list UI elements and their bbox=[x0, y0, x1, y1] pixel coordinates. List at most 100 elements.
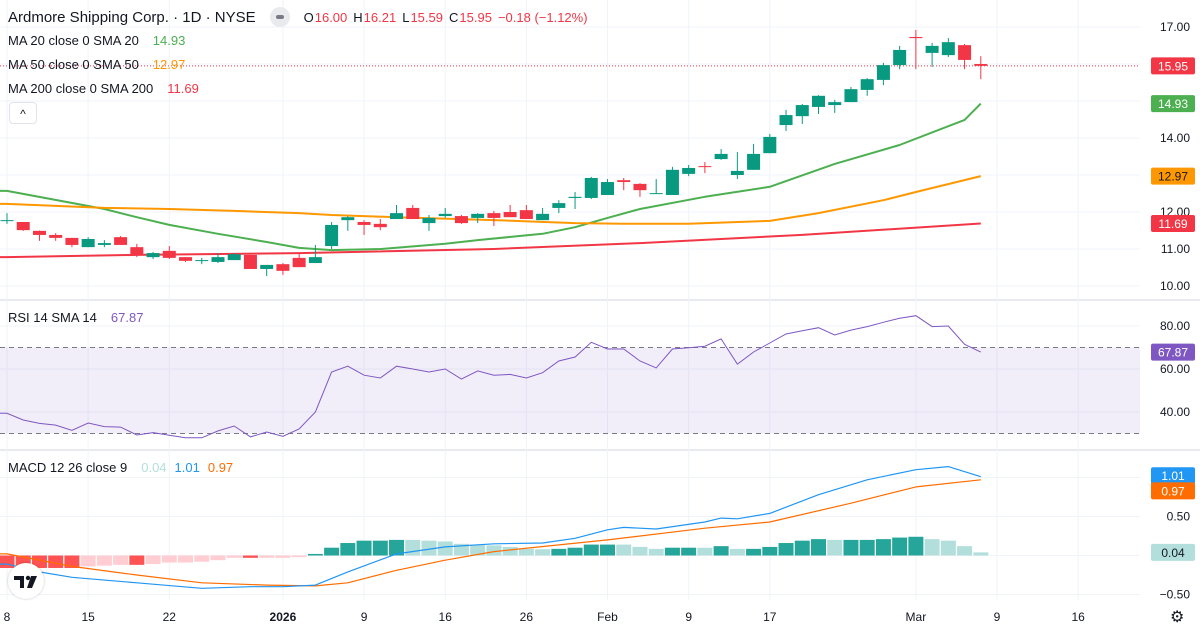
candle[interactable] bbox=[130, 243, 144, 258]
candle[interactable] bbox=[487, 210, 501, 227]
candle[interactable] bbox=[536, 207, 550, 221]
candle[interactable] bbox=[308, 244, 322, 264]
candle[interactable] bbox=[747, 143, 761, 170]
candle[interactable] bbox=[276, 263, 290, 275]
candle-body bbox=[941, 42, 955, 56]
candle[interactable] bbox=[227, 253, 241, 261]
candle[interactable] bbox=[909, 29, 923, 70]
candle[interactable] bbox=[406, 204, 420, 220]
candle[interactable] bbox=[633, 183, 647, 197]
candle[interactable] bbox=[454, 214, 468, 224]
settings-gear-icon[interactable]: ⚙ bbox=[1170, 609, 1185, 626]
candle[interactable] bbox=[0, 213, 14, 224]
candle[interactable] bbox=[519, 204, 533, 220]
candle[interactable] bbox=[16, 221, 30, 231]
price-tag[interactable]: 11.69 bbox=[1151, 214, 1195, 232]
candle[interactable] bbox=[974, 56, 988, 80]
candle[interactable] bbox=[211, 253, 225, 264]
candle[interactable] bbox=[876, 62, 890, 86]
macd-line bbox=[0, 466, 981, 589]
candle[interactable] bbox=[763, 133, 777, 154]
candle[interactable] bbox=[422, 214, 436, 231]
candle-body bbox=[292, 257, 306, 268]
candle[interactable] bbox=[146, 251, 160, 259]
candle[interactable] bbox=[568, 192, 582, 210]
candle[interactable] bbox=[341, 216, 355, 231]
macd-histogram-bar bbox=[210, 555, 226, 561]
candle[interactable] bbox=[97, 240, 111, 248]
candle[interactable] bbox=[49, 233, 63, 241]
candle[interactable] bbox=[958, 44, 972, 70]
candle[interactable] bbox=[779, 109, 793, 131]
candle[interactable] bbox=[682, 165, 696, 177]
rsi-axis-label: 40.00 bbox=[1160, 405, 1190, 419]
macd-histogram-bar bbox=[437, 541, 453, 556]
legend-rsi[interactable]: RSI 14 SMA 14 67.87 bbox=[8, 310, 143, 325]
candle[interactable] bbox=[65, 237, 79, 248]
time-axis-label: 17 bbox=[763, 610, 777, 624]
legend-ma200[interactable]: MA 200 close 0 SMA 200 11.69 bbox=[8, 81, 199, 96]
macd-tag[interactable]: 1.01 bbox=[1151, 467, 1195, 485]
candle[interactable] bbox=[649, 179, 663, 195]
candle[interactable] bbox=[179, 257, 193, 262]
price-tag[interactable]: 14.93 bbox=[1151, 95, 1195, 113]
candle[interactable] bbox=[893, 45, 907, 70]
candle[interactable] bbox=[844, 86, 858, 103]
candle[interactable] bbox=[925, 42, 939, 67]
legend-ma50[interactable]: MA 50 close 0 SMA 50 12.97 bbox=[8, 57, 185, 72]
candle[interactable] bbox=[714, 149, 728, 160]
candle[interactable] bbox=[941, 38, 955, 57]
macd-histogram-bar bbox=[113, 555, 129, 565]
tradingview-logo[interactable] bbox=[8, 563, 44, 599]
legend-ma20[interactable]: MA 20 close 0 SMA 20 14.93 bbox=[8, 33, 185, 48]
legend-macd[interactable]: MACD 12 26 close 9 0.04 1.01 0.97 bbox=[8, 460, 233, 475]
market-status-icon[interactable] bbox=[269, 7, 290, 27]
macd-axis-label: −0.50 bbox=[1160, 588, 1191, 602]
price-tag-text: 14.93 bbox=[1158, 97, 1188, 111]
candle[interactable] bbox=[471, 213, 485, 224]
candle[interactable] bbox=[552, 200, 566, 214]
candle[interactable] bbox=[665, 166, 679, 195]
collapse-legend-button[interactable]: ^ bbox=[9, 102, 37, 124]
macd-histogram-bar bbox=[470, 544, 486, 556]
candle[interactable] bbox=[357, 220, 371, 235]
macd-histogram-bar bbox=[697, 547, 713, 556]
symbol-title[interactable]: Ardmore Shipping Corp. · 1D · NYSE bbox=[8, 8, 256, 26]
candle[interactable] bbox=[795, 103, 809, 124]
price-tag[interactable]: 12.97 bbox=[1151, 167, 1195, 185]
open-label: O bbox=[303, 9, 314, 25]
candle[interactable] bbox=[162, 246, 176, 259]
ma50-label: MA 50 close 0 SMA 50 bbox=[8, 57, 139, 72]
candle[interactable] bbox=[584, 176, 598, 200]
candle[interactable] bbox=[373, 219, 387, 231]
candle[interactable] bbox=[698, 162, 712, 174]
candle[interactable] bbox=[730, 152, 744, 180]
candle[interactable] bbox=[617, 177, 631, 191]
candle[interactable] bbox=[828, 99, 842, 113]
candle[interactable] bbox=[243, 254, 257, 269]
candle-body bbox=[795, 105, 809, 117]
macd-histogram-bar bbox=[973, 552, 989, 556]
candle[interactable] bbox=[81, 237, 95, 248]
candle[interactable] bbox=[503, 204, 517, 218]
ma-line-ma200 bbox=[0, 222, 981, 259]
candle[interactable] bbox=[195, 257, 209, 265]
histogram-tag[interactable]: 0.04 bbox=[1151, 543, 1195, 561]
candle[interactable] bbox=[292, 253, 306, 268]
candle[interactable] bbox=[260, 264, 274, 277]
signal-tag[interactable]: 0.97 bbox=[1151, 482, 1195, 500]
candle[interactable] bbox=[860, 78, 874, 96]
histogram-tag-text: 0.04 bbox=[1161, 546, 1185, 560]
price-tag[interactable]: 15.95 bbox=[1151, 57, 1195, 75]
candle-body bbox=[909, 36, 923, 39]
macd-histogram-bar bbox=[307, 553, 323, 556]
candle[interactable] bbox=[32, 230, 46, 241]
candle[interactable] bbox=[601, 179, 615, 195]
candle[interactable] bbox=[114, 236, 128, 245]
candle[interactable] bbox=[325, 221, 339, 249]
candle[interactable] bbox=[812, 95, 825, 114]
rsi-tag[interactable]: 67.87 bbox=[1151, 343, 1195, 361]
candle[interactable] bbox=[390, 204, 404, 220]
candle[interactable] bbox=[438, 207, 452, 218]
